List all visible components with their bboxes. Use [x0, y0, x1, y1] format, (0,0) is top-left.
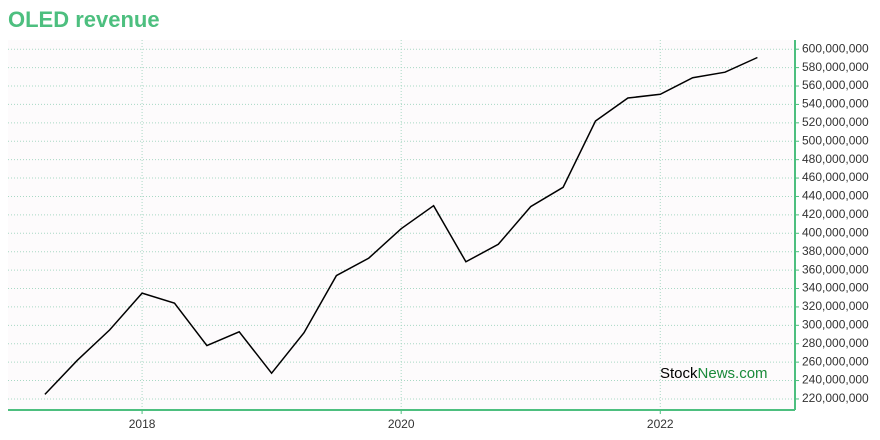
- y-tick-label: 220,000,000: [802, 391, 869, 405]
- watermark: StockNews.com: [660, 365, 768, 382]
- y-tick-label: 280,000,000: [802, 336, 869, 350]
- y-tick-label: 520,000,000: [802, 115, 869, 129]
- watermark-part: News.com: [698, 365, 768, 382]
- y-tick-label: 560,000,000: [802, 78, 869, 92]
- y-tick-label: 320,000,000: [802, 299, 869, 313]
- plot-area: [8, 40, 795, 410]
- y-tick-label: 440,000,000: [802, 189, 869, 203]
- y-tick-label: 380,000,000: [802, 244, 869, 258]
- y-tick-label: 340,000,000: [802, 281, 869, 295]
- y-tick-label: 300,000,000: [802, 317, 869, 331]
- grid: [8, 40, 795, 410]
- x-tick-label: 2022: [647, 417, 674, 431]
- watermark-part: Stock: [660, 365, 698, 382]
- y-tick-label: 420,000,000: [802, 207, 869, 221]
- y-tick-label: 480,000,000: [802, 152, 869, 166]
- y-tick-label: 460,000,000: [802, 170, 869, 184]
- x-tick-label: 2018: [129, 417, 156, 431]
- y-tick-label: 260,000,000: [802, 354, 869, 368]
- y-tick-label: 500,000,000: [802, 133, 869, 147]
- y-tick-label: 580,000,000: [802, 60, 869, 74]
- y-tick-label: 400,000,000: [802, 225, 869, 239]
- y-tick-label: 540,000,000: [802, 97, 869, 111]
- x-tick-label: 2020: [388, 417, 415, 431]
- y-tick-label: 240,000,000: [802, 373, 869, 387]
- y-tick-label: 360,000,000: [802, 262, 869, 276]
- y-tick-label: 600,000,000: [802, 41, 869, 55]
- line-series: [44, 56, 758, 395]
- chart-title: OLED revenue: [8, 7, 160, 32]
